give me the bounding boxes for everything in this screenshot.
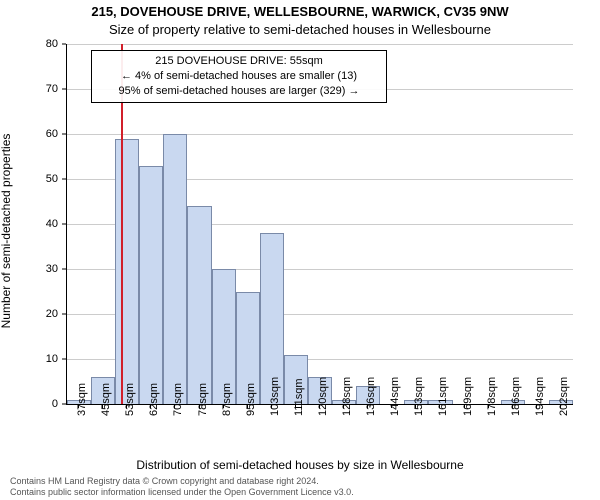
gridline [67, 44, 573, 45]
y-tick-label: 0 [28, 398, 58, 410]
annotation-line-3: 95% of semi-detached houses are larger (… [98, 84, 380, 99]
y-tick-mark [62, 404, 66, 405]
gridline [67, 134, 573, 135]
y-tick-label: 40 [28, 218, 58, 230]
y-tick-mark [62, 359, 66, 360]
y-tick-mark [62, 314, 66, 315]
y-tick-mark [62, 269, 66, 270]
histogram-bar [187, 206, 211, 404]
attribution-line-2: Contains public sector information licen… [10, 487, 354, 497]
y-tick-label: 70 [28, 83, 58, 95]
chart-title: 215, DOVEHOUSE DRIVE, WELLESBOURNE, WARW… [0, 4, 600, 19]
y-tick-label: 80 [28, 38, 58, 50]
x-axis-label: Distribution of semi-detached houses by … [0, 458, 600, 472]
histogram-bar [139, 166, 163, 405]
attribution-line-1: Contains HM Land Registry data © Crown c… [10, 476, 319, 486]
y-tick-mark [62, 134, 66, 135]
y-tick-mark [62, 179, 66, 180]
y-tick-label: 60 [28, 128, 58, 140]
y-tick-label: 20 [28, 308, 58, 320]
chart-subtitle: Size of property relative to semi-detach… [0, 22, 600, 37]
y-tick-label: 50 [28, 173, 58, 185]
annotation-line-1: 215 DOVEHOUSE DRIVE: 55sqm [98, 54, 380, 69]
annotation-box: 215 DOVEHOUSE DRIVE: 55sqm← 4% of semi-d… [91, 50, 387, 103]
annotation-line-2: ← 4% of semi-detached houses are smaller… [98, 69, 380, 84]
y-tick-mark [62, 224, 66, 225]
property-size-histogram: 215, DOVEHOUSE DRIVE, WELLESBOURNE, WARW… [0, 0, 600, 500]
histogram-bar [163, 134, 187, 404]
y-tick-mark [62, 89, 66, 90]
y-tick-label: 30 [28, 263, 58, 275]
attribution-text: Contains HM Land Registry data © Crown c… [0, 476, 600, 498]
y-axis-label: Number of semi-detached properties [0, 134, 13, 329]
y-tick-label: 10 [28, 353, 58, 365]
y-tick-mark [62, 44, 66, 45]
histogram-bar [115, 139, 139, 405]
